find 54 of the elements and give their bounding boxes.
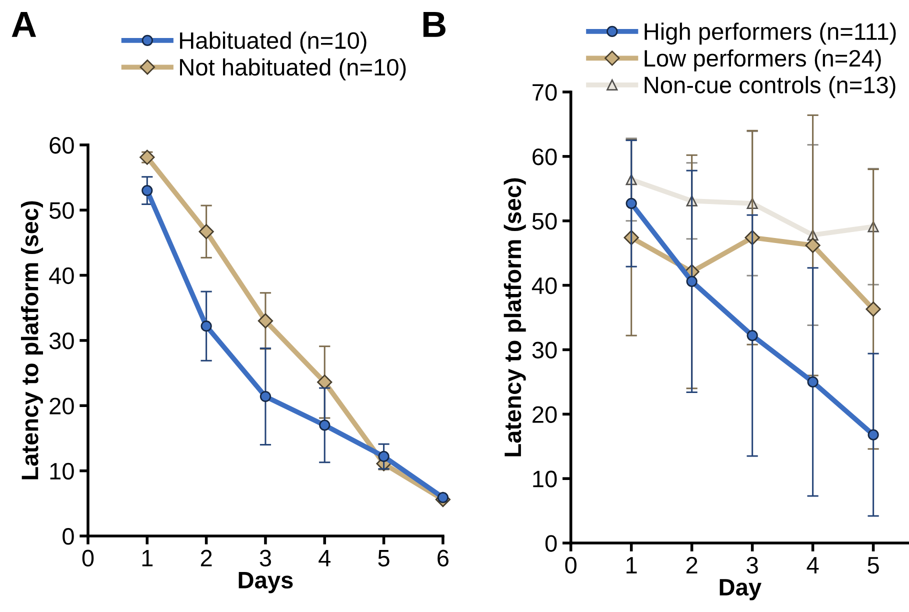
point: [868, 429, 879, 440]
point: [746, 330, 758, 342]
point: [142, 184, 153, 196]
point: [198, 224, 214, 240]
x-tick-label: 2: [200, 550, 212, 566]
y-tick-label: 50: [49, 202, 74, 219]
x-tick-label: 3: [260, 550, 271, 567]
y-tick-label: 30: [532, 342, 557, 359]
y-tick-label: 10: [533, 470, 557, 488]
x-tick-label: 1: [142, 550, 153, 566]
x-axis-title: Days: [238, 572, 293, 594]
x-tick-label: 0: [565, 556, 576, 574]
y-tick-label: 20: [532, 406, 557, 423]
y-tick-label: 70: [532, 84, 557, 101]
y-axis-title: Latency to platform (sec): [20, 201, 43, 480]
point: [258, 313, 274, 328]
legend-label: Low performers (n=24): [644, 49, 881, 72]
x-tick-label: 6: [438, 550, 448, 567]
x-tick-label: 5: [868, 557, 879, 574]
y-tick-label: 40: [532, 277, 557, 294]
x-tick-label: 1: [626, 557, 637, 574]
x-tick-label: 4: [806, 557, 819, 574]
point: [200, 320, 212, 332]
x-tick-label: 3: [746, 556, 758, 574]
point: [805, 238, 820, 253]
point: [686, 276, 698, 287]
legend-label: Not habituated (n=10): [180, 58, 406, 80]
point: [807, 376, 818, 388]
y-tick-label: 0: [62, 528, 74, 545]
y-tick-label: 20: [50, 398, 74, 414]
point: [317, 374, 332, 390]
y-tick-label: 0: [545, 535, 557, 552]
x-tick-label: 2: [686, 556, 698, 574]
text: B: [423, 12, 446, 37]
x-tick-label: 5: [378, 550, 390, 567]
y-axis-title: Latency to platform (sec): [504, 178, 526, 456]
y-tick-label: 10: [50, 462, 74, 480]
legend-label: High performers (n=111): [644, 22, 896, 45]
x-tick-label: 4: [318, 550, 331, 566]
y-tick-label: 50: [532, 212, 557, 230]
y-tick-label: 60: [532, 148, 557, 166]
point: [378, 450, 390, 462]
point: [866, 302, 881, 317]
y-tick-label: 60: [50, 136, 74, 154]
point: [319, 420, 330, 431]
y-tick-label: 40: [49, 267, 74, 284]
point: [260, 390, 272, 402]
point: [626, 198, 637, 210]
legend-label: Habituated (n=10): [180, 32, 366, 54]
text: A: [12, 12, 36, 37]
x-axis-title: Day: [720, 579, 762, 600]
y-tick-label: 30: [49, 332, 74, 350]
x-tick-label: 0: [82, 550, 94, 567]
legend-label: Non-cue controls (n=13): [644, 76, 896, 98]
